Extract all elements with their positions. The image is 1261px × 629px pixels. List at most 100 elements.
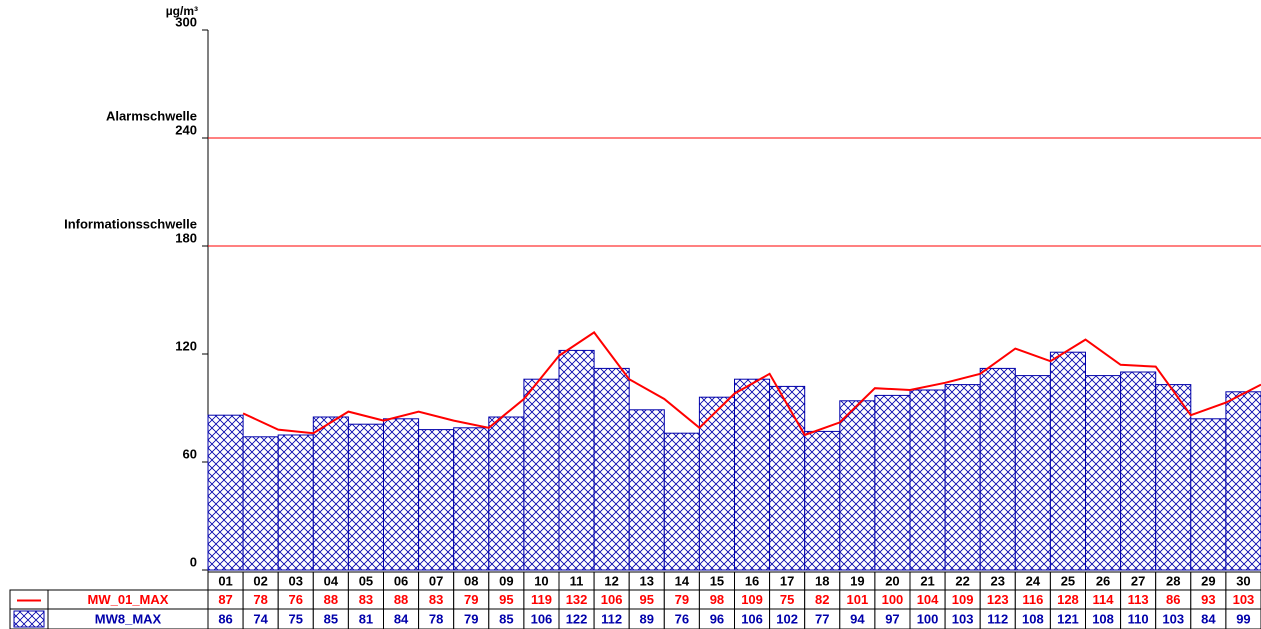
bar [523,378,560,571]
x-tick-label: 23 [991,573,1005,588]
value-label: 99 [1236,611,1250,626]
value-label: 75 [289,611,303,626]
bar [1190,418,1227,571]
value-label: 85 [324,611,338,626]
value-label: 86 [218,611,232,626]
value-label: 112 [987,611,1008,626]
value-label: 110 [1128,611,1149,626]
x-tick-label: 30 [1236,573,1250,588]
x-tick-label: 18 [815,573,829,588]
x-tick-label: 10 [534,573,548,588]
y-tick-label: 60 [183,446,197,461]
value-label: 116 [1022,592,1043,607]
x-tick-label: 20 [885,573,899,588]
value-label: 113 [1128,592,1149,607]
value-label: 83 [429,592,443,607]
value-label: 103 [1162,611,1184,626]
x-tick-label: 19 [850,573,864,588]
bar [242,436,279,571]
value-label: 83 [359,592,373,607]
value-label: 76 [675,611,689,626]
value-label: 100 [917,611,939,626]
value-label: 103 [1233,592,1255,607]
bar [979,367,1016,571]
value-label: 102 [776,611,798,626]
value-label: 114 [1093,592,1115,607]
x-tick-label: 06 [394,573,408,588]
legend-label: MW_01_MAX [88,592,169,607]
value-label: 106 [601,592,623,607]
x-tick-label: 15 [710,573,724,588]
x-tick-label: 16 [745,573,759,588]
value-label: 97 [885,611,899,626]
bar [1225,391,1261,571]
table-cell [1225,608,1261,629]
value-label: 109 [952,592,974,607]
value-label: 79 [675,592,689,607]
bar [944,384,981,571]
bar [277,434,314,571]
value-label: 106 [741,611,763,626]
x-tick-label: 17 [780,573,794,588]
value-label: 79 [464,611,478,626]
value-label: 82 [815,592,829,607]
bar [312,416,349,571]
x-tick-label: 09 [499,573,513,588]
value-label: 96 [710,611,724,626]
value-label: 101 [846,592,868,607]
value-label: 77 [815,611,829,626]
bar [734,378,771,571]
bar [347,423,384,571]
bar [558,349,595,571]
value-label: 74 [253,611,268,626]
x-tick-label: 24 [1026,573,1041,588]
bar [628,409,665,571]
bar [1085,375,1122,571]
bar [804,430,841,571]
y-tick-label: 300 [175,14,197,29]
value-label: 88 [394,592,408,607]
legend-label: MW8_MAX [95,611,162,626]
x-tick-label: 14 [675,573,690,588]
value-label: 79 [464,592,478,607]
bar [453,427,490,571]
value-label: 89 [640,611,654,626]
bar [874,394,911,571]
bar [488,416,525,571]
bar [1049,351,1087,571]
y-tick-label: 240 [175,122,197,137]
bar [839,400,876,571]
y-tick-label: 0 [190,554,197,569]
threshold-label: Alarmschwelle [106,108,197,123]
value-label: 75 [780,592,794,607]
value-label: 132 [566,592,588,607]
bar [909,389,946,571]
value-label: 95 [499,592,513,607]
value-label: 104 [917,592,939,607]
value-label: 87 [218,592,232,607]
x-tick-label: 21 [920,573,934,588]
value-label: 128 [1057,592,1079,607]
value-label: 84 [1201,611,1216,626]
y-tick-label: 180 [175,230,197,245]
value-label: 81 [359,611,373,626]
value-label: 106 [531,611,553,626]
bar [1014,375,1051,571]
bar [207,414,244,571]
value-label: 119 [531,592,552,607]
value-label: 109 [741,592,763,607]
x-tick-label: 04 [324,573,339,588]
value-label: 86 [1166,592,1180,607]
bar [769,385,806,571]
x-tick-label: 07 [429,573,443,588]
value-label: 103 [952,611,974,626]
bar [383,418,420,571]
value-label: 123 [987,592,1009,607]
x-tick-label: 29 [1201,573,1215,588]
value-label: 78 [253,592,267,607]
value-label: 108 [1022,611,1044,626]
bar [663,432,700,571]
y-unit: µg/m³ [166,4,198,18]
